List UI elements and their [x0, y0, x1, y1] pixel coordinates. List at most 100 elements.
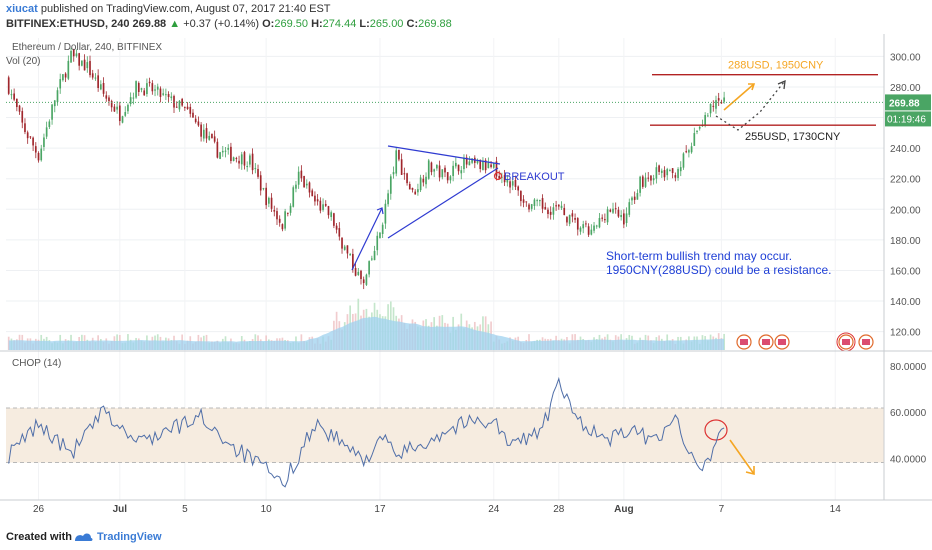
note-line-2: 1950CNY(288USD) could be a resistance.: [606, 263, 831, 277]
candle-body: [625, 213, 628, 224]
candle-body: [64, 73, 67, 78]
candle-body: [579, 227, 582, 232]
candle-body: [555, 205, 557, 207]
candle-body: [522, 199, 525, 203]
candle-body: [343, 246, 346, 250]
candle-body: [509, 181, 511, 188]
candle-body: [623, 213, 625, 225]
candle-body: [121, 116, 124, 123]
chop-down-arrow: [729, 439, 755, 475]
candle-body: [37, 152, 40, 161]
chart-area[interactable]: 288USD, 1950CNY 255USD, 1730CNY BREAKOUT Sh…: [0, 34, 932, 526]
candle-body: [286, 212, 289, 214]
candle-body: [628, 202, 631, 215]
candle-body: [414, 191, 417, 195]
candle-body: [297, 171, 300, 185]
candle-body: [156, 86, 159, 90]
candle-body: [34, 146, 37, 153]
candle-body: [631, 197, 633, 201]
volume-ma-area: [8, 316, 725, 350]
candle-body: [520, 191, 522, 202]
candle-body: [184, 107, 186, 109]
candle-body: [154, 89, 156, 91]
candle-body: [511, 181, 514, 186]
low-value: 265.00: [369, 18, 404, 30]
candle-body: [387, 193, 389, 205]
candle-body: [102, 82, 105, 94]
candle-body: [59, 79, 62, 89]
candle-body: [465, 157, 468, 165]
candle-body: [216, 141, 219, 158]
candle-body: [273, 209, 276, 212]
candle-body: [652, 178, 655, 181]
candle-body: [86, 62, 89, 69]
candle-body: [268, 197, 270, 204]
candle-body: [140, 88, 143, 90]
candle-body: [132, 97, 135, 99]
open-label: O:: [262, 18, 275, 30]
candle-body: [709, 103, 712, 114]
candle-body: [51, 104, 53, 120]
candle-body: [173, 96, 175, 108]
candle-body: [406, 173, 408, 184]
candle-body: [373, 250, 376, 261]
breakout-label: BREAKOUT: [504, 171, 565, 183]
author-link[interactable]: xiucat: [6, 3, 38, 15]
candle-body: [116, 106, 118, 110]
candle-body: [436, 165, 438, 169]
breakout-marker: [493, 171, 503, 181]
candle-body: [43, 137, 45, 147]
candle-body: [170, 96, 173, 99]
candle-body: [566, 217, 568, 223]
chop-highlight-icon: [704, 419, 728, 441]
candle-body: [644, 177, 647, 187]
candle-body: [159, 88, 162, 97]
candle-body: [10, 94, 13, 96]
candle-body: [127, 104, 129, 112]
price-tick-label: 200.00: [890, 205, 921, 216]
candle-body: [219, 152, 221, 159]
candle-body: [322, 204, 324, 210]
candle-body: [571, 213, 574, 217]
candle-body: [563, 207, 566, 215]
candle-body: [498, 175, 501, 179]
candle-body: [544, 206, 547, 210]
price-tick-label: 160.00: [890, 266, 921, 277]
candle-body: [124, 112, 127, 116]
chop-line: [8, 376, 725, 488]
candle-body: [21, 111, 24, 123]
resistance-label: 288USD, 1950CNY: [728, 60, 824, 72]
chop-band-fill: [6, 407, 884, 463]
candle-body: [446, 172, 449, 181]
candle-body: [208, 135, 211, 140]
candle-body: [422, 178, 425, 183]
candle-body: [614, 208, 617, 210]
published-text: published on TradingView.com, August 07,…: [40, 3, 331, 15]
candle-body: [590, 229, 593, 235]
time-tick-label: 14: [830, 504, 842, 515]
candle-body: [246, 166, 249, 168]
candle-body: [53, 100, 56, 107]
time-tick-label: Jul: [113, 504, 128, 515]
candle-body: [262, 188, 265, 190]
candle-body: [308, 182, 311, 193]
tradingview-brand-link[interactable]: TradingView: [97, 531, 162, 543]
candle-body: [346, 245, 349, 254]
candle-body: [582, 224, 585, 229]
candle-body: [295, 184, 297, 189]
candle-body: [333, 213, 335, 226]
price-pane-title: Ethereum / Dollar, 240, BITFINEX: [12, 42, 162, 53]
candle-body: [270, 197, 273, 209]
candle-body: [167, 94, 170, 98]
candle-body: [641, 176, 644, 187]
close-label: C:: [406, 18, 419, 30]
candle-body: [314, 195, 316, 202]
candle-body: [281, 224, 284, 230]
candle-body: [230, 146, 232, 161]
candle-body: [303, 176, 305, 188]
candle-body: [40, 148, 43, 161]
candle-body: [517, 186, 520, 191]
candle-body: [316, 199, 319, 202]
candle-body: [186, 106, 189, 110]
countdown-label: 01:19:46: [887, 114, 926, 125]
